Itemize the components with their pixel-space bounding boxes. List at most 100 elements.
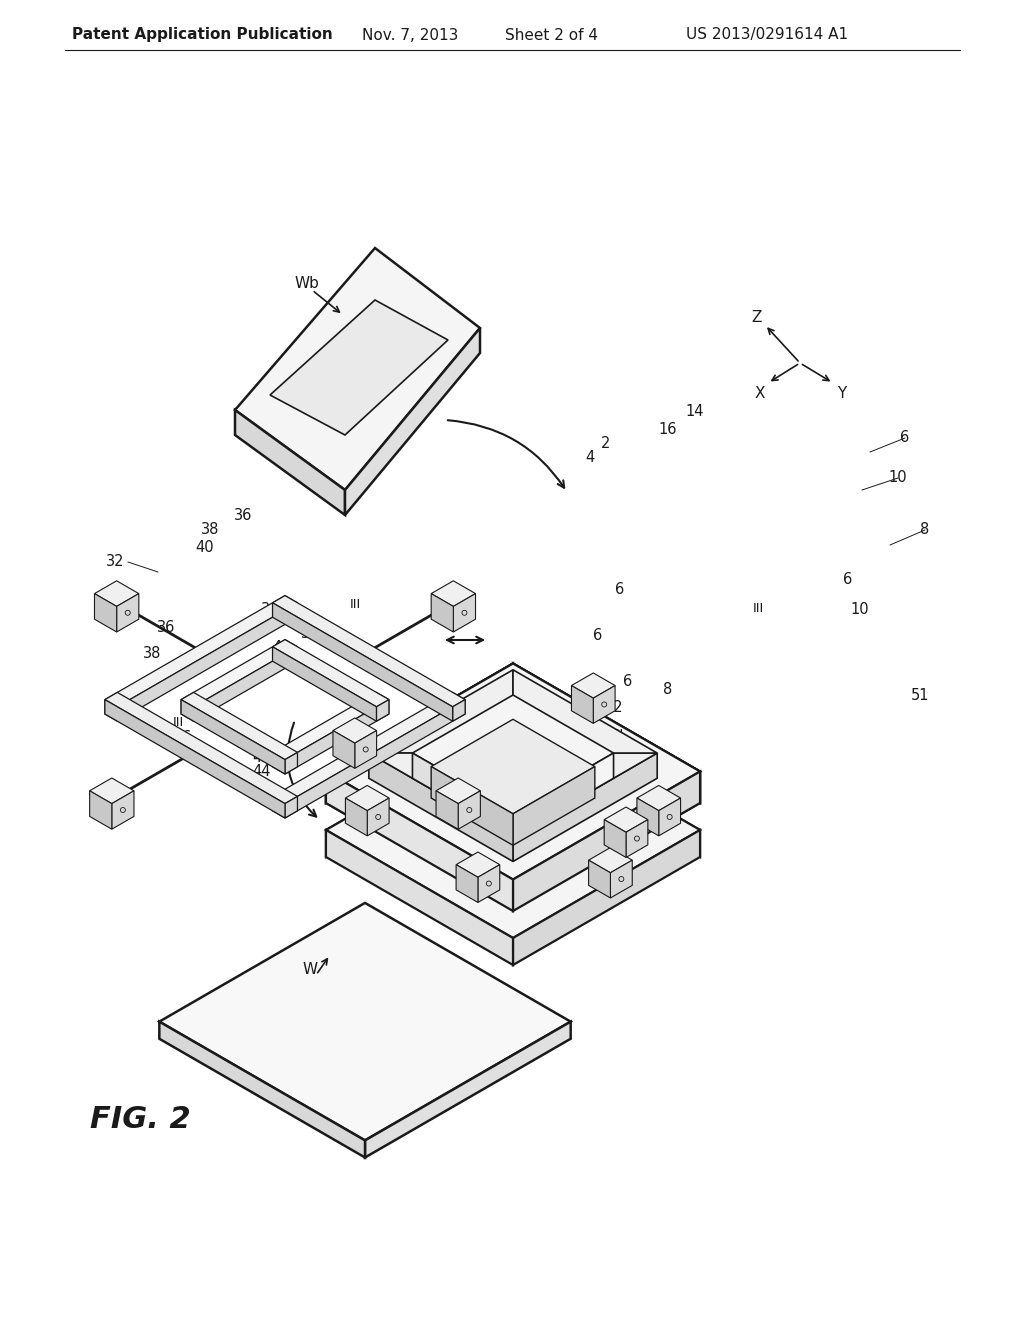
Polygon shape [94,594,117,632]
Text: 36: 36 [174,730,193,746]
Polygon shape [571,673,615,698]
Polygon shape [431,594,454,632]
Text: 38: 38 [201,523,219,537]
Text: 38: 38 [142,645,161,660]
Text: 12: 12 [605,700,624,714]
Polygon shape [413,752,513,837]
Polygon shape [194,647,297,721]
Polygon shape [513,752,613,837]
Polygon shape [181,700,285,774]
Polygon shape [436,777,480,804]
Polygon shape [589,861,610,898]
Polygon shape [272,603,453,721]
Polygon shape [513,752,657,837]
Text: 40: 40 [272,640,291,656]
Polygon shape [285,796,297,818]
Polygon shape [326,771,513,911]
Text: 8: 8 [921,523,930,537]
Text: 10: 10 [851,602,869,618]
Polygon shape [604,807,648,832]
Polygon shape [513,771,700,911]
Polygon shape [104,595,297,706]
Polygon shape [369,669,513,752]
Polygon shape [181,700,194,721]
Polygon shape [90,777,134,804]
Text: 4: 4 [586,450,595,466]
Polygon shape [604,820,626,858]
Text: 8: 8 [664,682,673,697]
Text: Y: Y [838,385,847,400]
Polygon shape [181,693,297,759]
Polygon shape [104,700,285,818]
Text: Patent Application Publication: Patent Application Publication [72,28,333,42]
Text: III: III [612,729,624,742]
Text: 34: 34 [261,602,280,618]
Polygon shape [272,693,465,804]
Polygon shape [637,799,658,836]
Text: 36: 36 [157,620,175,635]
Polygon shape [436,791,458,829]
Text: FIG. 2: FIG. 2 [90,1106,190,1134]
Text: Nov. 7, 2013: Nov. 7, 2013 [362,28,459,42]
Polygon shape [593,685,615,723]
Polygon shape [285,700,465,818]
Text: Z: Z [752,309,762,325]
Text: 32: 32 [105,554,124,569]
Polygon shape [272,752,285,774]
Polygon shape [272,640,389,706]
Polygon shape [326,664,513,803]
Polygon shape [513,771,700,911]
Text: 2: 2 [601,436,610,450]
Polygon shape [369,752,513,837]
Polygon shape [326,722,700,939]
Polygon shape [454,594,475,632]
Polygon shape [513,722,700,857]
Polygon shape [369,752,513,862]
Polygon shape [160,903,570,1140]
Text: 6: 6 [844,573,853,587]
Polygon shape [589,847,632,873]
Polygon shape [234,411,345,515]
Polygon shape [112,791,134,829]
Polygon shape [181,640,297,706]
Text: 6: 6 [615,582,625,598]
Text: Sheet 2 of 4: Sheet 2 of 4 [505,28,598,42]
Polygon shape [326,722,513,857]
Polygon shape [513,830,700,965]
Polygon shape [326,664,513,803]
Polygon shape [345,785,389,810]
Polygon shape [610,861,632,898]
Polygon shape [513,669,657,752]
Text: US 2013/0291614 A1: US 2013/0291614 A1 [686,28,848,42]
Text: 14: 14 [686,404,705,420]
Polygon shape [626,820,648,858]
Polygon shape [104,700,118,721]
Polygon shape [345,327,480,515]
Polygon shape [285,752,297,774]
Polygon shape [326,830,513,965]
Polygon shape [326,664,700,879]
Polygon shape [513,752,657,862]
Polygon shape [326,771,513,911]
Polygon shape [513,664,700,803]
Polygon shape [478,865,500,903]
Text: 40: 40 [196,540,214,554]
Polygon shape [368,799,389,836]
Polygon shape [90,791,112,829]
Polygon shape [118,603,297,721]
Text: W: W [302,962,317,978]
Polygon shape [456,865,478,903]
Text: 36: 36 [233,508,252,524]
Polygon shape [333,718,377,743]
Polygon shape [431,581,475,606]
Text: III: III [172,717,183,730]
Polygon shape [117,594,139,632]
Polygon shape [272,647,377,721]
Polygon shape [453,700,465,721]
Polygon shape [285,700,389,774]
Polygon shape [513,664,700,803]
Text: III: III [753,602,764,615]
Polygon shape [272,595,465,706]
Polygon shape [354,730,377,768]
Polygon shape [377,700,389,721]
